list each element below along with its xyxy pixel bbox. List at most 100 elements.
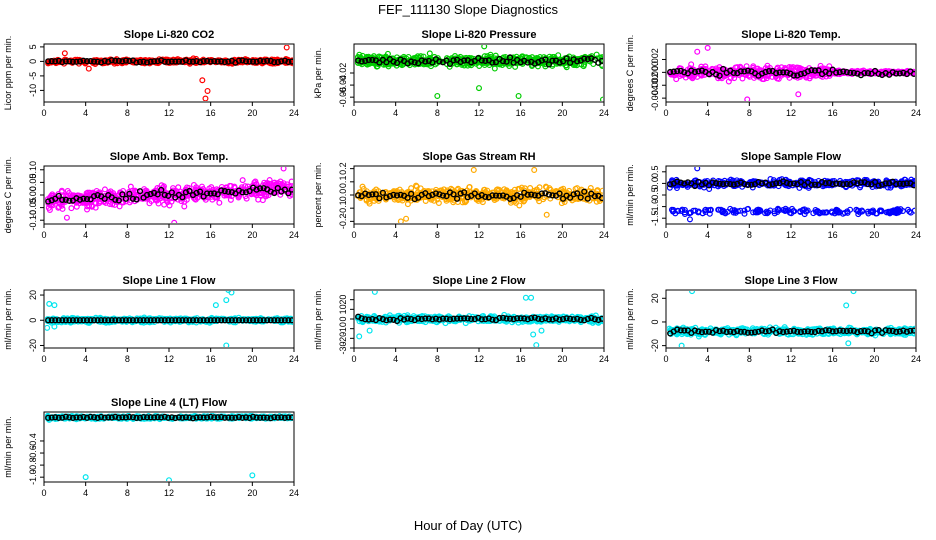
data-points [45,291,293,347]
mean-point [249,58,257,65]
mean-point [362,57,369,64]
mean-point [94,192,101,199]
x-tick-label: 12 [786,354,796,364]
mean-point [521,315,528,322]
data-point [243,195,250,202]
data-point [782,207,789,214]
x-tick-label: 4 [705,230,710,240]
mean-point [822,180,829,187]
x-tick-label: 0 [41,108,46,118]
mean-point [372,191,379,198]
mean-point [741,180,748,188]
mean-point [151,317,158,324]
x-tick-label: 16 [206,108,216,118]
mean-point [168,317,175,324]
mean-point [450,315,457,322]
mean-point [239,317,246,324]
mean-point [577,316,584,323]
mean-point [574,315,581,322]
mean-point [249,317,257,324]
mean-point [83,58,91,65]
mean-point [112,196,119,203]
mean-point [246,187,253,195]
mean-point [358,58,365,65]
mean-point [499,314,507,321]
mean-point [528,191,535,198]
y-tick-label: 0.5 [650,166,660,179]
x-tick-label: 20 [869,230,879,240]
mean-point [545,191,553,198]
mean-point [734,180,741,187]
mean-point [94,58,101,65]
outlier-point [397,218,404,223]
mean-point [246,317,253,324]
x-tick-label: 20 [247,108,257,118]
data-point [719,208,726,215]
x-tick-label: 12 [786,108,796,118]
outlier-point [533,342,540,347]
y-axis-label: ml/min per min. [3,288,13,350]
panel-title: Slope Gas Stream RH [422,151,535,163]
mean-point [158,317,165,324]
x-tick-label: 24 [911,230,921,240]
mean-point [119,317,126,324]
mean-point [563,315,570,322]
y-tick-label: 0.002 [650,48,660,71]
mean-point [76,196,84,203]
mean-point [436,58,443,65]
mean-point [485,315,492,322]
data-point [56,203,63,210]
mean-point [411,59,418,66]
mean-point [151,58,158,65]
outlier-point [694,48,701,55]
mean-point [584,315,591,323]
mean-point [489,59,496,66]
mean-point [506,195,514,202]
mean-point [705,182,713,189]
mean-point [843,68,850,76]
mean-point [154,191,161,198]
mean-point [386,193,394,200]
mean-point [133,196,140,203]
data-point [185,184,192,191]
data-point [365,53,372,60]
mean-point [446,60,454,67]
data-point [885,208,892,215]
mean-point [875,70,882,77]
mean-point [214,317,221,324]
outlier-point [366,327,373,334]
mean-point [122,195,129,202]
plot-frame [665,289,917,349]
mean-point [478,316,485,323]
x-tick-label: 24 [599,108,609,118]
mean-point [847,69,854,76]
mean-point [674,67,681,75]
mean-point [829,66,836,73]
mean-point [211,317,218,324]
mean-point [549,57,556,64]
data-point [669,208,676,215]
data-point [536,198,543,205]
mean-point [66,58,73,65]
data-point [431,197,438,204]
mean-point [66,317,73,324]
mean-point [271,189,278,197]
mean-point [457,315,464,322]
data-point [707,207,714,214]
mean-point [69,58,76,65]
mean-point [112,317,119,324]
x-tick-label: 4 [705,108,710,118]
x-tick-label: 16 [516,108,526,118]
mean-point [281,317,288,324]
mean-point [425,315,432,322]
mean-point [196,317,204,324]
mean-point [875,182,882,189]
data-point [413,183,420,190]
data-point [785,207,792,214]
data-point [688,61,695,68]
mean-point [758,180,766,187]
